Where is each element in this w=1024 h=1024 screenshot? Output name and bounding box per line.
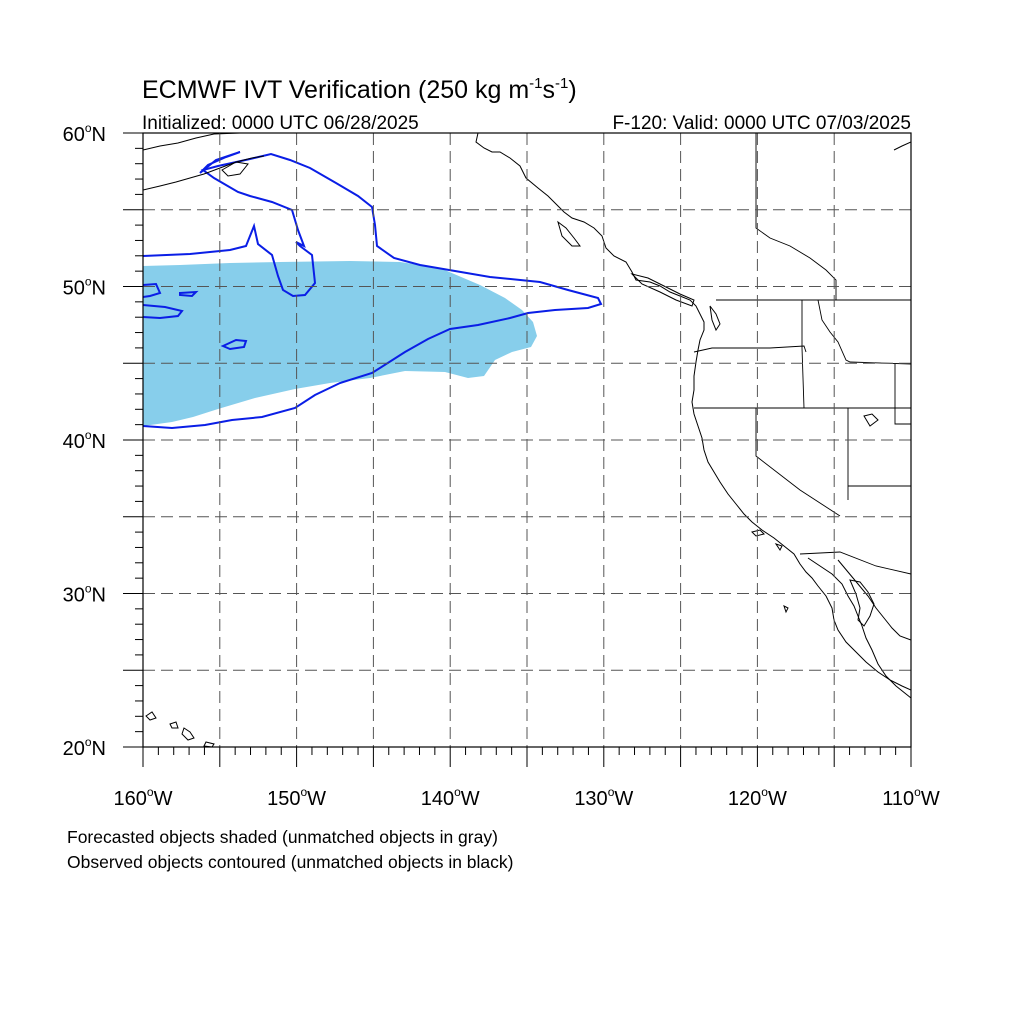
us-mexico-border (799, 551, 911, 575)
lon-tick-label: 160oW (114, 785, 173, 810)
kodiak-island (221, 161, 249, 177)
observed-object-contour (143, 152, 603, 430)
lat-tick-label: 40oN (63, 428, 106, 453)
idaho-border (801, 300, 805, 409)
mexico-mainland-coast (837, 559, 911, 641)
hawaii-islands (145, 711, 215, 747)
lat-tick-label: 50oN (63, 275, 106, 300)
gulf-of-california (849, 579, 875, 627)
great-salt-lake (863, 413, 879, 427)
lon-tick-label: 150oW (267, 785, 326, 810)
observed-object-contour-island (220, 338, 248, 351)
puget-sound (709, 305, 721, 332)
observed-object-contour-west (143, 282, 162, 298)
longitude-labels: 160oW 150oW 140oW 130oW 120oW 110oW (114, 785, 940, 810)
guadalupe-island (783, 605, 789, 614)
lat-tick-label: 60oN (63, 121, 106, 146)
lon-tick-label: 140oW (421, 785, 480, 810)
alaska-coast (143, 133, 241, 151)
vancouver-island (630, 273, 695, 307)
hudson-bay-edge (893, 141, 911, 151)
lon-tick-label: 120oW (728, 785, 787, 810)
legend-forecast-note: Forecasted objects shaded (unmatched obj… (67, 827, 498, 847)
lat-tick-label: 30oN (63, 582, 106, 607)
haida-gwaii (557, 220, 581, 247)
canada-province-border (755, 133, 837, 300)
lon-tick-label: 130oW (574, 785, 633, 810)
legend-observed-note: Observed objects contoured (unmatched ob… (67, 852, 514, 872)
alaska-peninsula (143, 155, 265, 191)
map-area (143, 133, 911, 747)
valid-label: F-120: Valid: 0000 UTC 07/03/2025 (612, 113, 911, 134)
map-title: ECMWF IVT Verification (250 kg m-1s-1) (142, 75, 577, 104)
initialized-label: Initialized: 0000 UTC 06/28/2025 (142, 113, 419, 134)
latitude-labels: 60oN 50oN 40oN 30oN 20oN (63, 121, 106, 760)
axis-ticks (123, 132, 912, 767)
washington-oregon-border (693, 345, 807, 353)
forecast-object (143, 261, 537, 426)
montana-idaho-border (817, 299, 911, 365)
colorado-border (894, 364, 911, 425)
observed-object-contour-small (143, 304, 184, 320)
lon-tick-label: 110oW (882, 785, 940, 810)
observed-object-contour-dash (179, 290, 199, 298)
north-american-coastline (475, 133, 911, 691)
california-nevada-border (755, 408, 841, 517)
baja-peninsula (807, 557, 911, 699)
graticule (143, 133, 911, 747)
observed-object-contour-north (199, 151, 241, 174)
lat-tick-label: 20oN (63, 735, 106, 760)
